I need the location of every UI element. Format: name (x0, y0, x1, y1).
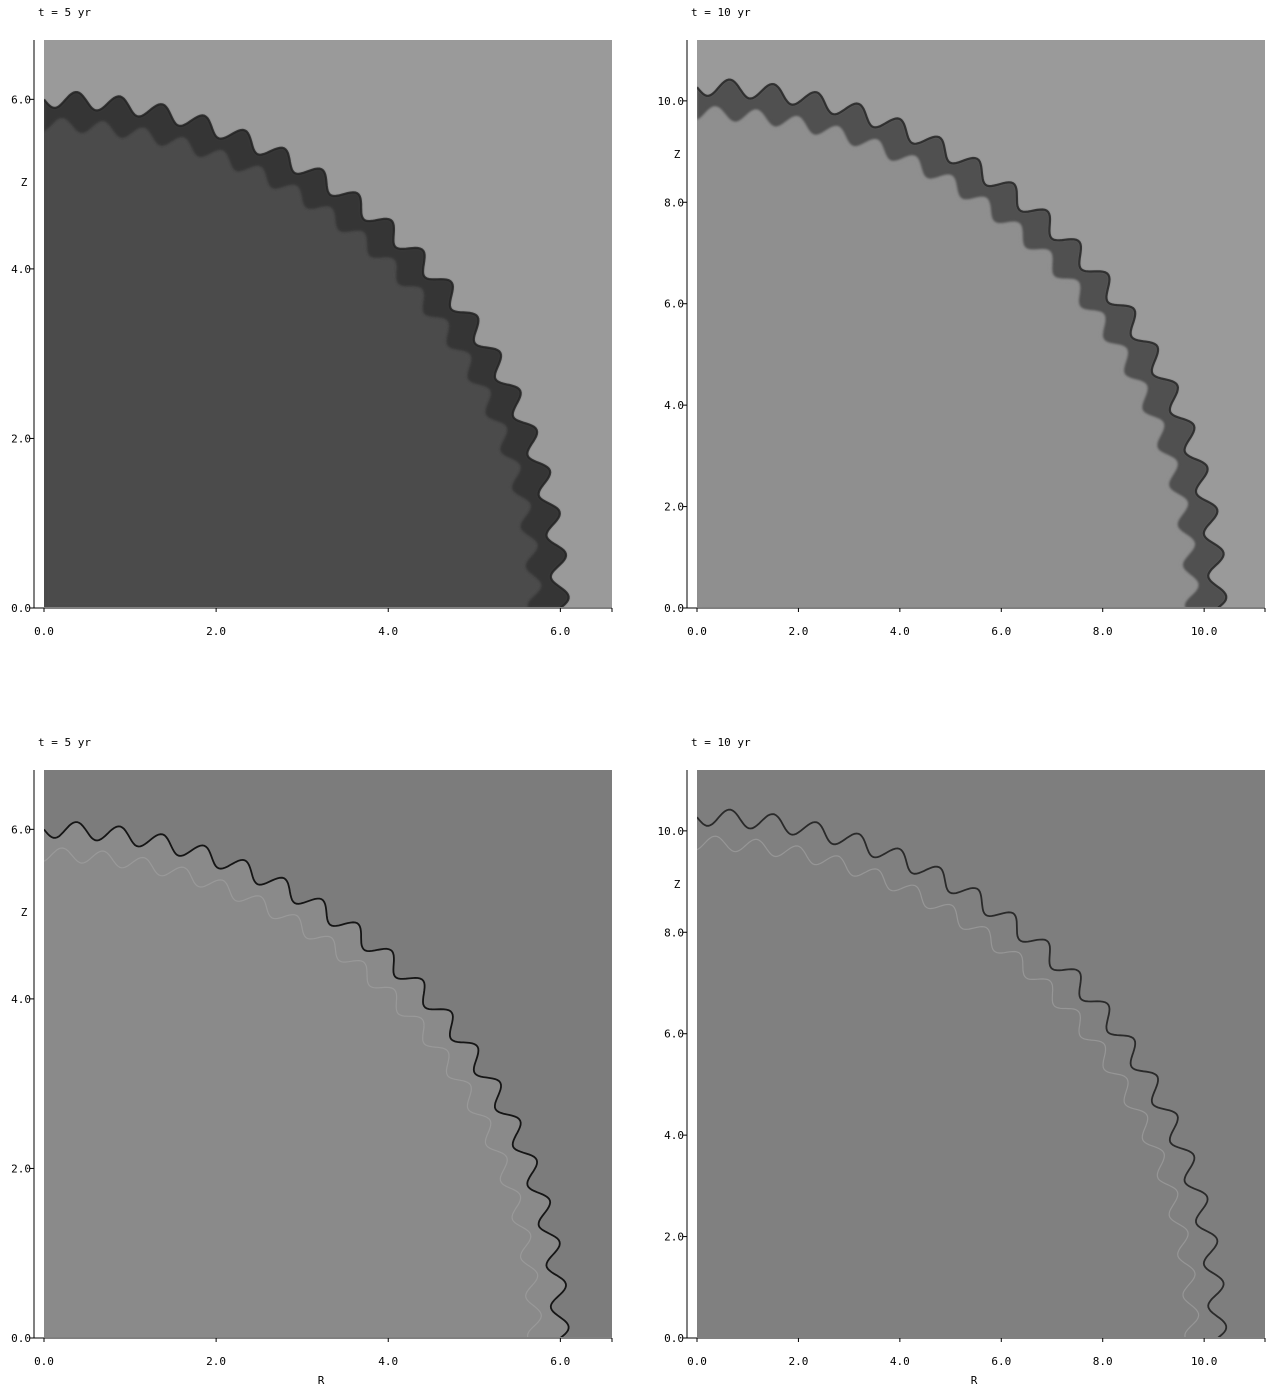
x-tick-label: 2.0 (206, 1355, 226, 1368)
y-axis-label: Z (21, 906, 28, 919)
shell-edge (44, 91, 570, 608)
ejecta-interior (697, 809, 1227, 1338)
x-tick-label: 0.0 (687, 1355, 707, 1368)
x-tick-label: 10.0 (1191, 1355, 1218, 1368)
panel-2: t = 10 yr 0.0 2.0 4.0 6.0 8.0 10.0 0.0 2.0 4.0 6.0… (658, 6, 1266, 638)
panel-title: t = 10 yr (691, 736, 751, 749)
x-tick-label: 10.0 (1191, 625, 1218, 638)
y-tick-label: 0.0 (11, 602, 31, 615)
panel-1: t = 5 yr 0.0 2.0 4.0 6.0 0.0 2.0 4.0 6.0 Z (11, 6, 613, 638)
panel-title: t = 10 yr (691, 6, 751, 19)
y-tick-label: 8.0 (664, 196, 684, 209)
ejecta-interior (44, 822, 569, 1338)
y-tick-label: 8.0 (664, 926, 684, 939)
y-tick-label: 4.0 (664, 1129, 684, 1142)
y-tick-label: 2.0 (11, 432, 31, 445)
x-tick-label: 2.0 (788, 1355, 808, 1368)
x-tick-label: 0.0 (34, 625, 54, 638)
y-axis-label: Z (674, 148, 681, 161)
y-tick-label: 10.0 (658, 95, 685, 108)
plot-area (44, 40, 612, 608)
x-tick-label: 6.0 (991, 1355, 1011, 1368)
y-tick-label: 4.0 (11, 993, 31, 1006)
y-tick-label: 2.0 (664, 501, 684, 514)
y-tick-label: 2.0 (664, 1231, 684, 1244)
y-tick-label: 6.0 (11, 823, 31, 836)
x-tick-label: 8.0 (1093, 1355, 1113, 1368)
x-axis-label: R (318, 1374, 325, 1387)
shell-inner-edge (697, 835, 1200, 1338)
x-tick-label: 0.0 (687, 625, 707, 638)
plot-area (44, 770, 612, 1338)
shell-edge (697, 78, 1228, 608)
y-tick-label: 0.0 (664, 602, 684, 615)
y-tick-label: 0.0 (11, 1332, 31, 1345)
y-axis-label: Z (674, 878, 681, 891)
plot-area (697, 40, 1265, 608)
panel-title: t = 5 yr (38, 6, 91, 19)
y-tick-label: 4.0 (664, 399, 684, 412)
x-tick-label: 0.0 (34, 1355, 54, 1368)
x-axis-label: R (971, 1374, 978, 1387)
panel-title: t = 5 yr (38, 736, 91, 749)
plot-area (697, 770, 1265, 1338)
y-tick-label: 6.0 (664, 1028, 684, 1041)
shell-band (697, 79, 1227, 608)
shell-inner-edge (44, 847, 542, 1338)
y-tick-label: 6.0 (11, 93, 31, 106)
y-tick-label: 6.0 (664, 298, 684, 311)
x-tick-label: 2.0 (788, 625, 808, 638)
y-tick-label: 2.0 (11, 1162, 31, 1175)
y-tick-label: 10.0 (658, 825, 685, 838)
x-tick-label: 2.0 (206, 625, 226, 638)
shell-edge (697, 808, 1228, 1338)
x-tick-label: 4.0 (890, 625, 910, 638)
shell-band (44, 92, 569, 608)
panel-3: t = 5 yr 0.0 2.0 4.0 6.0 0.0 2.0 4.0 6.0 Z R (11, 736, 613, 1387)
x-tick-label: 4.0 (890, 1355, 910, 1368)
y-axis-label: Z (21, 176, 28, 189)
x-tick-label: 4.0 (378, 625, 398, 638)
x-tick-label: 6.0 (550, 625, 570, 638)
panel-4: t = 10 yr 0.0 2.0 4.0 6.0 8.0 10.0 0.0 2.0 4.0 6.0… (658, 736, 1266, 1387)
x-tick-label: 8.0 (1093, 625, 1113, 638)
x-tick-label: 6.0 (550, 1355, 570, 1368)
y-tick-label: 4.0 (11, 263, 31, 276)
x-tick-label: 6.0 (991, 625, 1011, 638)
y-tick-label: 0.0 (664, 1332, 684, 1345)
x-tick-label: 4.0 (378, 1355, 398, 1368)
shell-edge (44, 821, 570, 1338)
